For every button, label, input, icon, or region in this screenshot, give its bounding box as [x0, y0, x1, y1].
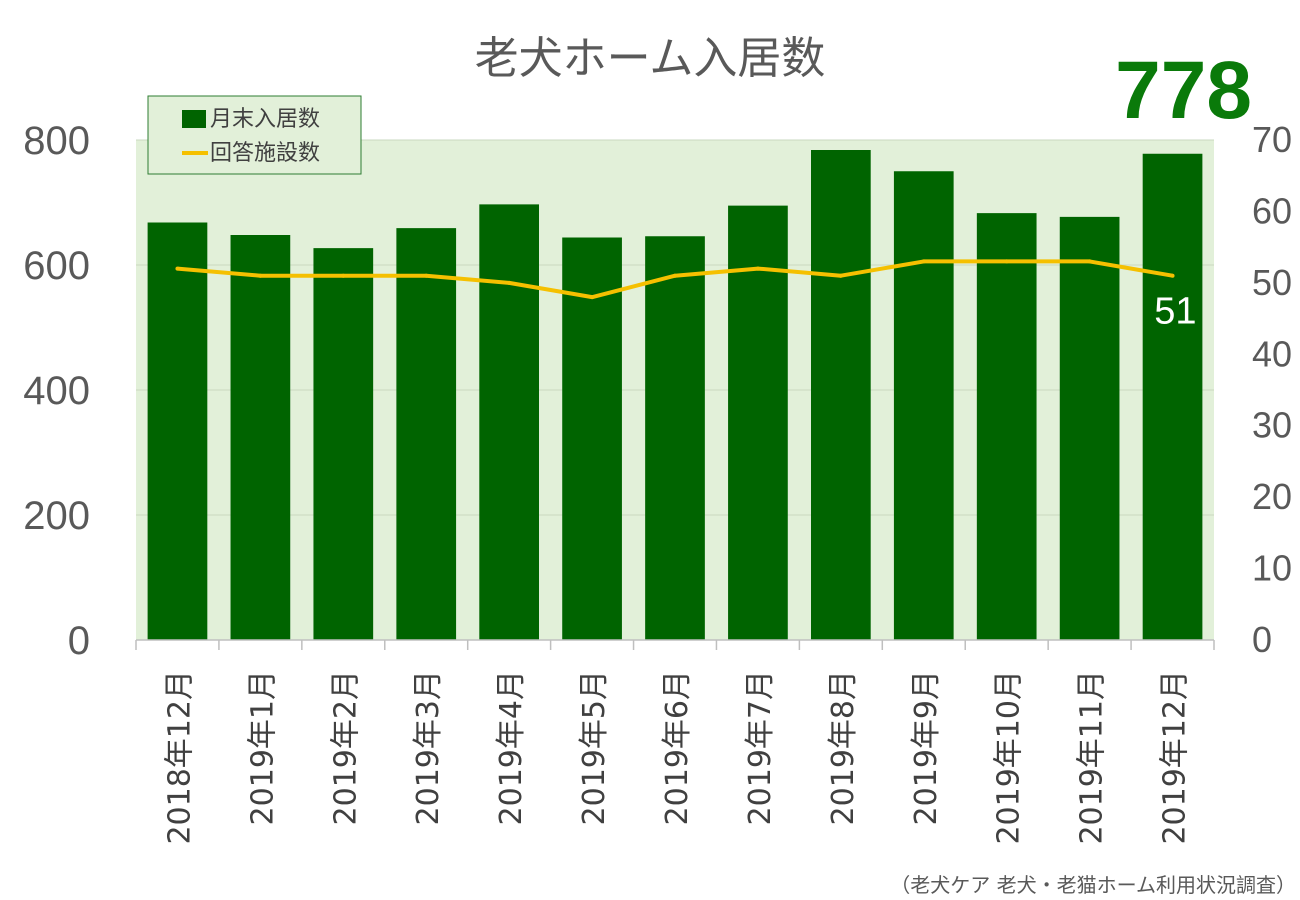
line-end-label: 51: [1154, 291, 1196, 333]
right-axis-tick-label: 50: [1252, 262, 1292, 303]
line-point: [838, 273, 843, 278]
category-label: 2019年10月: [992, 670, 1027, 845]
line-point: [1170, 273, 1175, 278]
legend-box: [147, 95, 362, 175]
category-label: 2019年7月: [743, 670, 778, 825]
right-axis-tick-label: 0: [1252, 619, 1272, 660]
category-label: 2019年4月: [494, 670, 529, 825]
bar: [728, 205, 788, 640]
category-label: 2018年12月: [162, 670, 197, 845]
category-label: 2019年5月: [577, 670, 612, 825]
right-axis-tick-label: 70: [1252, 119, 1292, 160]
left-axis-tick-label: 800: [23, 119, 90, 163]
category-label: 2019年8月: [826, 670, 861, 825]
bar: [976, 213, 1037, 640]
line-point: [755, 266, 760, 271]
bar: [893, 171, 954, 640]
line-point: [258, 273, 263, 278]
bar: [230, 235, 291, 640]
bar: [479, 204, 540, 640]
line-point: [507, 280, 512, 285]
line-point: [590, 295, 595, 300]
bar: [562, 237, 622, 640]
bar: [810, 150, 871, 640]
bar: [396, 228, 457, 640]
right-axis-tick-label: 30: [1252, 405, 1292, 446]
left-axis-tick-label: 400: [23, 369, 90, 413]
right-axis-tick-label: 40: [1252, 333, 1292, 374]
line-point: [341, 273, 346, 278]
line-point: [1004, 259, 1009, 264]
line-point: [921, 259, 926, 264]
bar: [1059, 216, 1120, 640]
category-label: 2019年3月: [411, 670, 446, 825]
line-point: [175, 266, 180, 271]
left-axis-tick-label: 200: [23, 494, 90, 538]
category-label: 2019年12月: [1158, 670, 1193, 845]
left-axis-tick-label: 0: [68, 619, 90, 663]
line-point: [1087, 259, 1092, 264]
right-axis-tick-label: 60: [1252, 190, 1292, 231]
category-label: 2019年11月: [1075, 670, 1110, 845]
right-axis-tick-label: 10: [1252, 548, 1292, 589]
bar: [313, 248, 374, 640]
bar: [147, 222, 208, 640]
bar: [645, 236, 705, 640]
legend-label-line: 回答施設数: [210, 141, 320, 166]
chart-title: 老犬ホーム入居数: [474, 33, 826, 84]
left-axis-tick-label: 600: [23, 244, 90, 288]
right-axis-tick-label: 20: [1252, 476, 1292, 517]
legend-label-bar: 月末入居数: [210, 107, 320, 132]
category-label: 2019年2月: [328, 670, 363, 825]
highlight-value: 778: [1115, 45, 1252, 136]
category-label: 2019年6月: [660, 670, 695, 825]
category-label: 2019年9月: [909, 670, 944, 825]
category-label: 2019年1月: [245, 670, 280, 825]
line-point: [424, 273, 429, 278]
legend-swatch-bar: [182, 110, 206, 128]
bar: [1142, 153, 1203, 640]
source-note: （老犬ケア 老犬・老猫ホーム利用状況調査）: [890, 873, 1296, 897]
line-point: [673, 273, 677, 278]
